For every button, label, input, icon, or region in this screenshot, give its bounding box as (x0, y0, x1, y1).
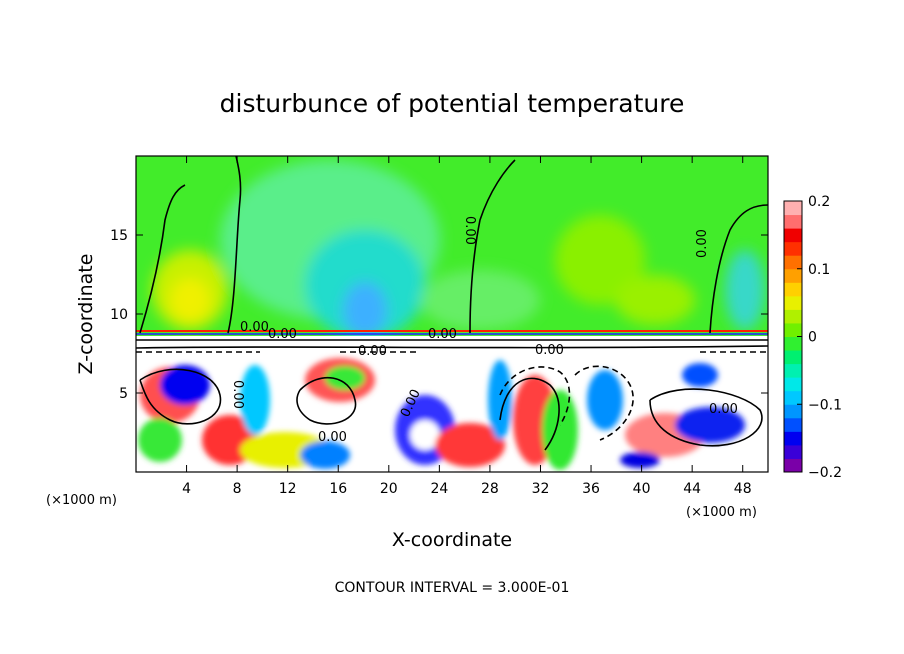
x-axis-unit-right: (×1000 m) (686, 505, 757, 520)
contour-line (139, 368, 222, 425)
x-axis-title: X-coordinate (392, 529, 512, 551)
contour-label: 0.00 (535, 343, 564, 358)
colorbar-segment (784, 214, 802, 229)
field-blob (300, 441, 350, 469)
field-blob (615, 275, 695, 325)
field-blob (410, 420, 440, 450)
colorbar-segment (784, 404, 802, 419)
contour-labels: 0.00 0.00 0.00 0.00 0.00 0.00 0.00 0.00 … (230, 216, 738, 445)
contour-line (296, 376, 357, 425)
colorbar-segment (784, 363, 802, 378)
y-axis: 5 10 15 (110, 228, 768, 402)
field-blob (170, 278, 210, 322)
field-blob (542, 390, 578, 470)
colorbar-segment (784, 268, 802, 283)
field-blob (682, 363, 718, 387)
colorbar-segment (784, 255, 802, 270)
contour-label: 0.00 (695, 229, 710, 258)
colorbar-segment (784, 458, 802, 473)
contour-label: 0.00 (709, 402, 738, 417)
field-blob (435, 423, 505, 467)
colorbar-segment (784, 228, 802, 243)
field-blob (675, 407, 745, 443)
colorbar-segment (784, 295, 802, 310)
contour-line-negative (499, 366, 571, 426)
field-blob (620, 452, 660, 468)
field-blob (160, 365, 210, 405)
x-tick-label: 4 (182, 481, 191, 497)
field-blob (240, 365, 270, 435)
y-tick-label: 10 (110, 307, 128, 323)
colorbar-segment (784, 336, 802, 351)
x-tick-label: 36 (582, 481, 600, 497)
colorbar-segment (784, 282, 802, 297)
contour-line (709, 204, 768, 334)
colorbar-tick-label: 0 (808, 330, 817, 346)
colorbar-segment (784, 377, 802, 392)
field-blob (488, 360, 512, 440)
contour-line (139, 184, 186, 334)
contour-interval-note: CONTOUR INTERVAL = 3.000E-01 (335, 580, 570, 596)
colorbar-segment (784, 201, 802, 216)
contour-label: 0.00 (428, 327, 457, 342)
x-axis-unit-left: (×1000 m) (46, 493, 117, 508)
x-tick-label: 12 (279, 481, 297, 497)
x-tick-label: 24 (430, 481, 448, 497)
contour-label: 0.00 (462, 216, 477, 245)
contour-line-negative (574, 365, 634, 441)
contour-line (499, 377, 560, 451)
colorbar-ticks: 0.2 0.1 0 −0.1 −0.2 (797, 194, 842, 481)
contour-line (649, 388, 763, 447)
field-blob (587, 370, 623, 430)
contour-line (227, 156, 242, 334)
colorbar-segment (784, 322, 802, 337)
x-tick-label: 20 (380, 481, 398, 497)
colorbar-tick-label: 0.1 (808, 262, 830, 278)
x-tick-label: 16 (329, 481, 347, 497)
x-tick-label: 40 (633, 481, 651, 497)
heatmap-field (136, 156, 768, 472)
x-axis: 4 8 12 16 20 24 28 32 36 40 44 48 (182, 156, 752, 497)
contour-label: 0.00 (358, 344, 387, 359)
colorbar-tick-label: 0.2 (808, 194, 830, 210)
y-axis-title: Z-coordinate (75, 254, 97, 375)
field-blob (325, 366, 365, 390)
contour-line (469, 159, 516, 334)
contour-label: 0.00 (268, 327, 297, 342)
field-blob (555, 215, 645, 305)
colorbar-segment (784, 241, 802, 256)
field-blob (420, 270, 540, 330)
x-tick-label: 8 (233, 481, 242, 497)
chart-title: disturbunce of potential temperature (220, 89, 685, 118)
x-tick-label: 48 (734, 481, 752, 497)
colorbar-frame (783, 200, 803, 473)
colorbar-segment (784, 309, 802, 324)
x-tick-label: 32 (532, 481, 550, 497)
colorbar-segment (784, 444, 802, 459)
contour-label: 0.00 (240, 320, 269, 335)
field-blob (725, 250, 765, 330)
contour-label: 0.00 (230, 380, 245, 409)
colorbar-segment (784, 350, 802, 365)
colorbar-segment (784, 390, 802, 405)
colorbar (784, 201, 802, 473)
field-blob (343, 282, 387, 338)
x-tick-label: 44 (683, 481, 701, 497)
colorbar-tick-label: −0.2 (808, 465, 842, 481)
y-tick-label: 5 (119, 386, 128, 402)
colorbar-segment (784, 417, 802, 432)
x-tick-label: 28 (481, 481, 499, 497)
contour-line (136, 345, 768, 349)
y-tick-label: 15 (110, 228, 128, 244)
contour-label: 0.00 (318, 430, 347, 445)
field-blob (138, 418, 182, 462)
colorbar-segment (784, 431, 802, 446)
colorbar-tick-label: −0.1 (808, 397, 842, 413)
